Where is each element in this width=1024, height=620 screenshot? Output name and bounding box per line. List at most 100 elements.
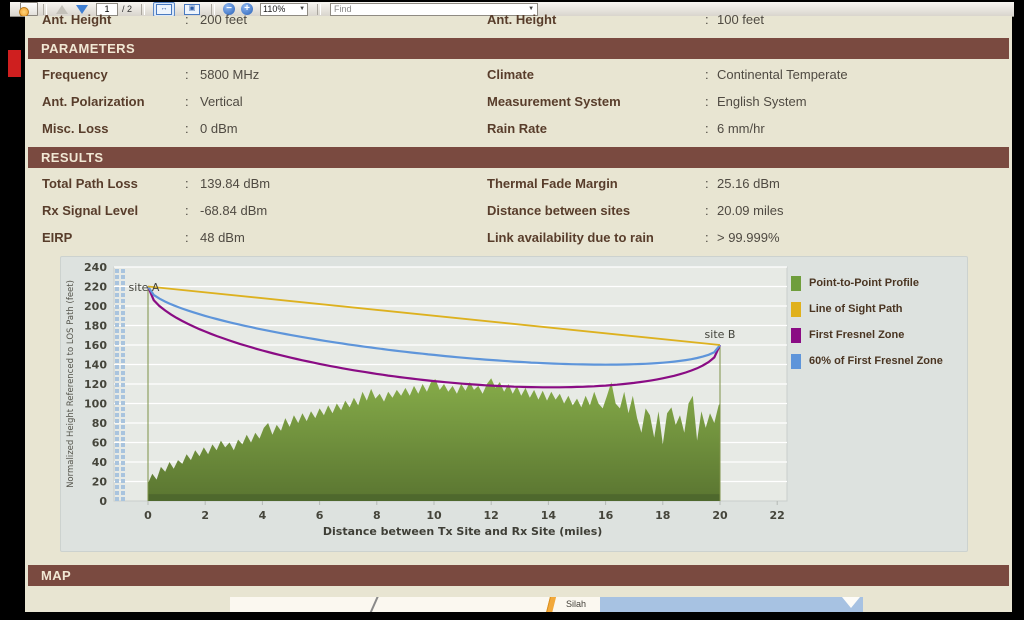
svg-text:0: 0 bbox=[99, 495, 107, 508]
svg-text:140: 140 bbox=[84, 359, 107, 372]
note-tool-icon[interactable] bbox=[19, 2, 38, 16]
map-water-area bbox=[600, 597, 863, 612]
fit-page-icon: ▣ bbox=[184, 3, 201, 15]
legend-label: 60% of First Fresnel Zone bbox=[809, 355, 943, 367]
colon: : bbox=[185, 203, 189, 218]
svg-text:22: 22 bbox=[770, 509, 785, 522]
map-section-header: MAP bbox=[28, 565, 1009, 586]
zoom-level-dropdown[interactable]: 110% ▼ bbox=[260, 2, 309, 16]
svg-text:16: 16 bbox=[598, 509, 614, 522]
field-value: 5800 MHz bbox=[200, 67, 260, 82]
svg-text:240: 240 bbox=[84, 261, 107, 274]
page-number-input[interactable] bbox=[96, 2, 118, 16]
field-value: 100 feet bbox=[717, 12, 764, 27]
next-page-icon[interactable] bbox=[76, 4, 88, 14]
toolbar-separator bbox=[211, 3, 216, 15]
field-label: Measurement System bbox=[487, 94, 621, 109]
colon: : bbox=[705, 230, 709, 245]
toolbar-separator bbox=[43, 3, 47, 15]
field-label: EIRP bbox=[42, 230, 73, 245]
field-label: Rain Rate bbox=[487, 121, 547, 136]
zoom-out-button[interactable]: − bbox=[223, 3, 236, 15]
zoom-level-value: 110% bbox=[263, 4, 286, 14]
colon: : bbox=[705, 67, 709, 82]
svg-text:site B: site B bbox=[705, 328, 736, 341]
zoom-in-button[interactable]: + bbox=[241, 3, 254, 15]
table-row: Frequency : 5800 MHz Climate : Continent… bbox=[25, 67, 1012, 84]
colon: : bbox=[185, 176, 189, 191]
field-value: English System bbox=[717, 94, 807, 109]
map-railway-line bbox=[366, 597, 382, 612]
fit-width-button[interactable]: ↔ bbox=[153, 2, 176, 16]
svg-text:80: 80 bbox=[92, 417, 108, 430]
field-label: Ant. Height bbox=[487, 12, 557, 27]
svg-text:2: 2 bbox=[201, 509, 209, 522]
legend-label: Line of Sight Path bbox=[809, 303, 903, 315]
colon: : bbox=[185, 121, 189, 136]
field-value: 20.09 miles bbox=[717, 203, 784, 218]
map-shore-notch bbox=[842, 597, 860, 608]
page-edge-red-fragment bbox=[8, 50, 21, 77]
map-preview: Silah bbox=[230, 597, 863, 612]
svg-text:60: 60 bbox=[92, 437, 108, 450]
svg-text:200: 200 bbox=[84, 300, 107, 313]
fit-page-button[interactable]: ▣ bbox=[181, 2, 203, 16]
los-swatch-icon bbox=[791, 301, 801, 317]
svg-text:10: 10 bbox=[426, 509, 442, 522]
colon: : bbox=[185, 67, 189, 82]
svg-text:14: 14 bbox=[541, 509, 557, 522]
antenna-height-row: Ant. Height : 200 feet Ant. Height : 100… bbox=[25, 12, 1012, 29]
results-section-header: RESULTS bbox=[28, 147, 1009, 168]
document-page: Ant. Height : 200 feet Ant. Height : 100… bbox=[25, 12, 1012, 612]
field-value: 6 mm/hr bbox=[717, 121, 765, 136]
colon: : bbox=[185, 94, 189, 109]
chevron-down-icon: ▼ bbox=[528, 6, 535, 12]
field-label: Frequency bbox=[42, 67, 108, 82]
field-value: 200 feet bbox=[200, 12, 247, 27]
fresnel60-swatch-icon bbox=[791, 353, 801, 369]
colon: : bbox=[705, 94, 709, 109]
legend-label: First Fresnel Zone bbox=[809, 329, 905, 341]
map-road-label: Silah bbox=[566, 599, 587, 609]
field-value: > 99.999% bbox=[717, 230, 780, 245]
legend-item: First Fresnel Zone bbox=[791, 327, 966, 343]
table-row: Total Path Loss : 139.84 dBm Thermal Fad… bbox=[25, 176, 1012, 193]
svg-text:20: 20 bbox=[92, 476, 108, 489]
colon: : bbox=[705, 176, 709, 191]
table-row: Rx Signal Level : -68.84 dBm Distance be… bbox=[25, 203, 1012, 220]
field-value: -68.84 dBm bbox=[200, 203, 268, 218]
fit-width-icon: ↔ bbox=[156, 3, 173, 15]
parameters-section-header: PARAMETERS bbox=[28, 38, 1009, 59]
field-label: Ant. Height bbox=[42, 12, 112, 27]
field-label: Total Path Loss bbox=[42, 176, 138, 191]
field-value: 139.84 dBm bbox=[200, 176, 271, 191]
colon: : bbox=[705, 121, 709, 136]
svg-text:120: 120 bbox=[84, 378, 107, 391]
legend-label: Point-to-Point Profile bbox=[809, 277, 919, 289]
svg-text:20: 20 bbox=[712, 509, 728, 522]
svg-text:Normalized Height Referenced t: Normalized Height Referenced to LOS Path… bbox=[66, 280, 76, 488]
svg-text:18: 18 bbox=[655, 509, 670, 522]
field-label: Misc. Loss bbox=[42, 121, 109, 136]
legend-item: Point-to-Point Profile bbox=[791, 275, 966, 291]
field-label: Rx Signal Level bbox=[42, 203, 139, 218]
previous-page-icon[interactable] bbox=[56, 4, 68, 14]
field-label: Distance between sites bbox=[487, 203, 631, 218]
find-input[interactable]: Find ▼ bbox=[330, 2, 539, 16]
field-label: Link availability due to rain bbox=[487, 230, 654, 245]
svg-text:4: 4 bbox=[259, 509, 267, 522]
field-label: Climate bbox=[487, 67, 534, 82]
profile-swatch-icon bbox=[791, 275, 801, 291]
colon: : bbox=[705, 12, 709, 27]
colon: : bbox=[185, 12, 189, 27]
svg-text:100: 100 bbox=[84, 398, 107, 411]
find-placeholder: Find bbox=[334, 4, 352, 14]
colon: : bbox=[705, 203, 709, 218]
toolbar-separator bbox=[141, 3, 146, 15]
table-row: Ant. Polarization : Vertical Measurement… bbox=[25, 94, 1012, 111]
svg-text:8: 8 bbox=[373, 509, 381, 522]
table-row: Misc. Loss : 0 dBm Rain Rate : 6 mm/hr bbox=[25, 121, 1012, 138]
field-value: Vertical bbox=[200, 94, 243, 109]
